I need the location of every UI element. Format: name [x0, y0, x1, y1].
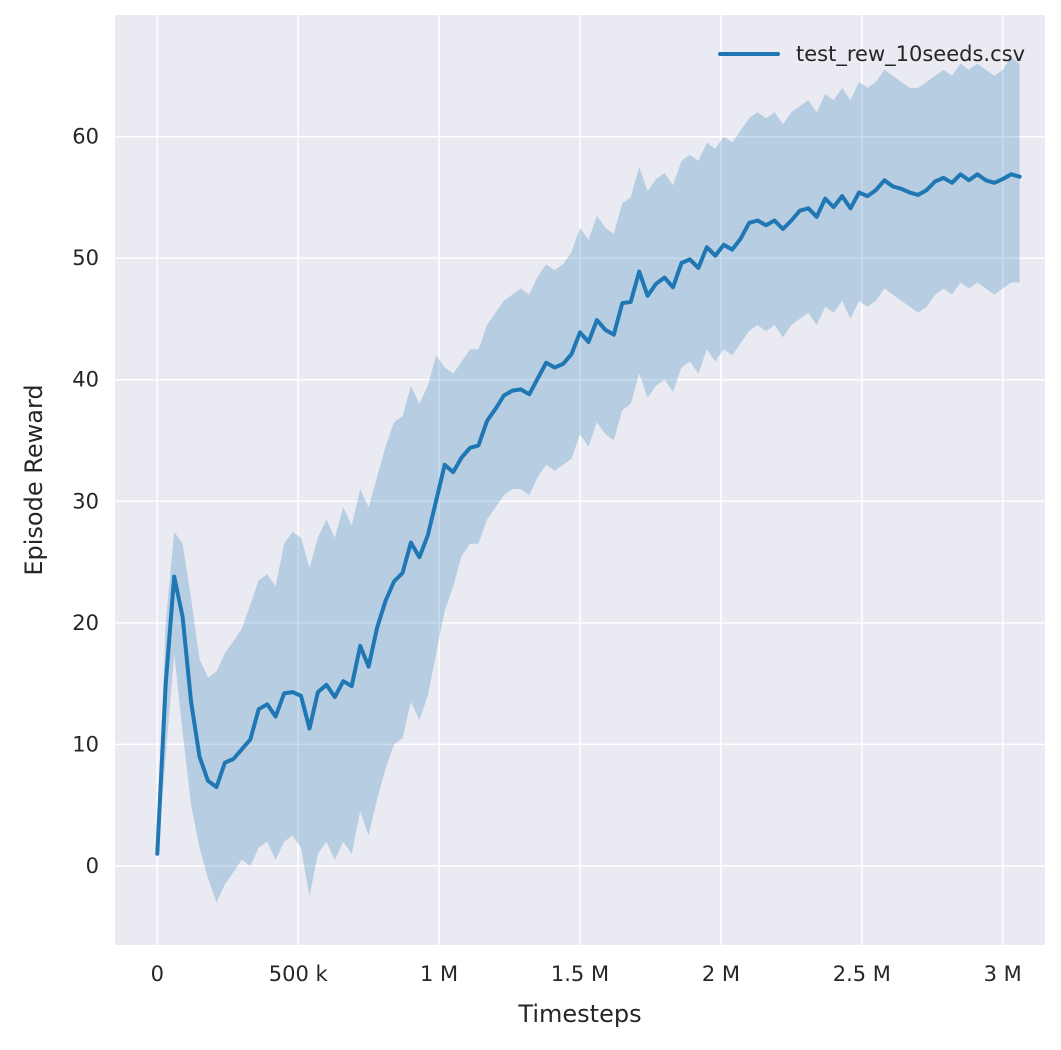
legend-label: test_rew_10seeds.csv	[796, 42, 1025, 66]
y-tick-label: 50	[72, 246, 99, 270]
y-tick-label: 40	[72, 368, 99, 392]
x-axis-label: Timesteps	[518, 1000, 642, 1028]
y-axis-label: Episode Reward	[20, 384, 48, 576]
x-tick-label: 500 k	[269, 962, 329, 986]
x-tick-label: 0	[151, 962, 164, 986]
legend-line-swatch	[718, 52, 781, 56]
y-tick-label: 60	[72, 125, 99, 149]
legend: test_rew_10seeds.csv	[718, 42, 1025, 66]
y-tick-label: 10	[72, 732, 99, 756]
x-tick-label: 3 M	[984, 962, 1022, 986]
x-tick-label: 2.5 M	[833, 962, 891, 986]
y-tick-label: 30	[72, 489, 99, 513]
mean-line	[155, 172, 1022, 856]
x-tick-label: 1.5 M	[551, 962, 609, 986]
confidence-band	[157, 57, 1020, 903]
y-tick-label: 20	[72, 611, 99, 635]
y-tick-label: 0	[86, 854, 99, 878]
x-tick-label: 1 M	[420, 962, 458, 986]
x-tick-label: 2 M	[702, 962, 740, 986]
